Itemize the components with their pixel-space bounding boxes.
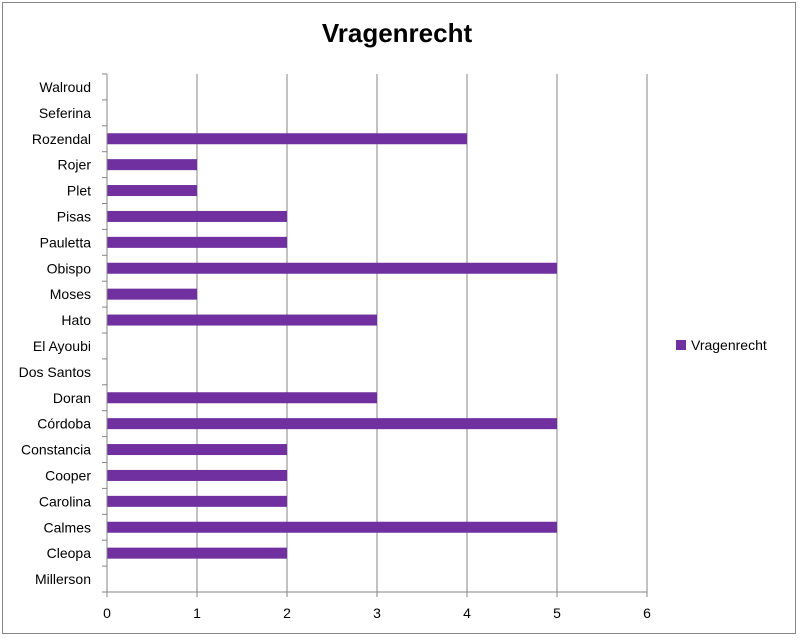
bar-plet — [107, 185, 197, 197]
y-tick-label-pisas: Pisas — [57, 208, 91, 224]
y-tick-label-moses: Moses — [50, 286, 91, 302]
bar-rojer — [107, 159, 197, 171]
legend: Vragenrecht — [676, 337, 767, 353]
chart-title: Vragenrecht — [321, 18, 473, 48]
bar-cleopa — [107, 547, 287, 559]
bar-hato — [107, 314, 377, 326]
y-tick-label-rozendal: Rozendal — [32, 131, 91, 147]
x-tick-label-6: 6 — [643, 605, 651, 621]
y-tick-label-hato: Hato — [61, 312, 91, 328]
x-tick-label-1: 1 — [193, 605, 201, 621]
bar-c-rdoba — [107, 418, 557, 430]
bar-carolina — [107, 495, 287, 507]
bars — [107, 133, 557, 559]
axes: 0 1 2 3 4 5 6 Millerson Cleopa Calmes Carolina Coop… — [19, 73, 651, 621]
x-tick-label-3: 3 — [373, 605, 381, 621]
bar-constancia — [107, 444, 287, 456]
bar-pauletta — [107, 236, 287, 248]
legend-label: Vragenrecht — [691, 337, 767, 353]
y-tick-label-plet: Plet — [67, 183, 91, 199]
bar-doran — [107, 392, 377, 404]
legend-swatch — [676, 340, 686, 350]
x-tick-label-5: 5 — [553, 605, 561, 621]
y-tick-label-seferina: Seferina — [39, 105, 91, 121]
y-tick-label-el-ayoubi: El Ayoubi — [33, 338, 91, 354]
y-tick-label-rojer: Rojer — [58, 157, 92, 173]
y-tick-label-calmes: Calmes — [44, 519, 91, 535]
bar-moses — [107, 288, 197, 300]
y-tick-label-carolina: Carolina — [39, 493, 91, 509]
y-tick-label-obispo: Obispo — [47, 260, 92, 276]
bar-rozendal — [107, 133, 467, 145]
y-tick-label-doran: Doran — [53, 390, 91, 406]
x-tick-label-4: 4 — [463, 605, 471, 621]
y-tick-label-cleopa: Cleopa — [47, 545, 92, 561]
y-tick-label-pauletta: Pauletta — [40, 234, 92, 250]
y-tick-label-millerson: Millerson — [35, 571, 91, 587]
y-tick-label-dos-santos: Dos Santos — [19, 364, 91, 380]
y-tick-label-walroud: Walroud — [39, 79, 91, 95]
y-tick-label-c-rdoba: Córdoba — [37, 416, 91, 432]
x-tick-label-2: 2 — [283, 605, 291, 621]
y-tick-label-constancia: Constancia — [21, 442, 91, 458]
y-tick-label-cooper: Cooper — [45, 467, 91, 483]
bar-cooper — [107, 469, 287, 481]
bar-obispo — [107, 262, 557, 274]
gridlines — [196, 74, 648, 592]
x-tick-label-0: 0 — [103, 605, 111, 621]
bar-calmes — [107, 521, 557, 533]
bar-pisas — [107, 210, 287, 222]
